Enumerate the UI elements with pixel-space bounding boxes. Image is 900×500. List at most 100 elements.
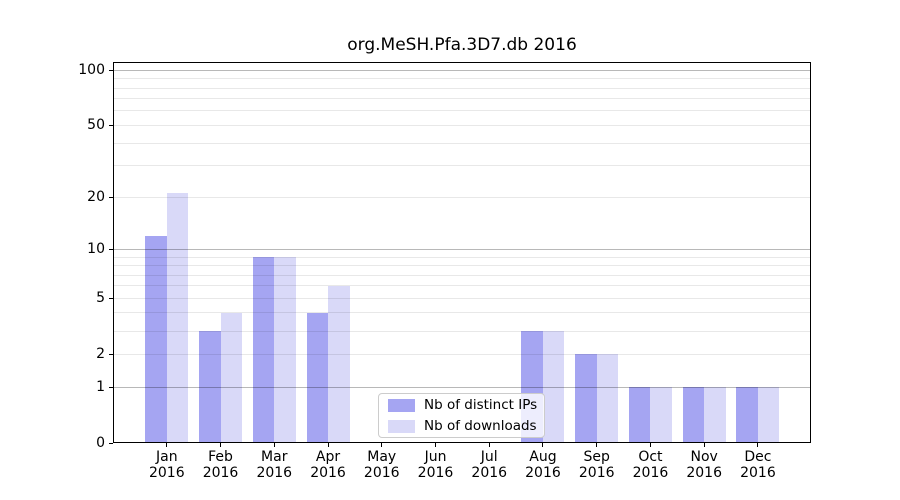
x-tick-label: Dec 2016 [718, 449, 798, 481]
legend-swatch-downloads [388, 419, 415, 433]
x-tick-month: Oct [638, 449, 663, 465]
x-tick-label: Aug 2016 [503, 449, 583, 481]
bar-distinct-ips-dec [736, 387, 758, 443]
x-tick-mark [166, 443, 168, 447]
bar-downloads-oct [650, 387, 672, 443]
gridline-minor [113, 297, 811, 299]
y-tick-label: 20 [87, 189, 105, 206]
bar-downloads-apr [328, 285, 350, 443]
gridline-minor [113, 330, 811, 332]
y-tick-label: 100 [78, 62, 105, 79]
y-tick-label: 50 [87, 117, 105, 134]
x-tick-mark [220, 443, 222, 447]
x-tick-year: 2016 [525, 465, 561, 481]
y-tick-mark [109, 124, 113, 126]
x-tick-year: 2016 [202, 465, 239, 481]
x-tick-year: 2016 [686, 465, 722, 481]
x-tick-month: Sep [583, 449, 610, 465]
bar-distinct-ips-sep [575, 354, 597, 443]
bar-downloads-feb [220, 312, 243, 443]
bar-downloads-sep [596, 354, 619, 443]
bar-distinct-ips-oct [628, 387, 651, 443]
x-tick-month: Feb [208, 449, 233, 465]
x-tick-year: 2016 [310, 465, 346, 481]
x-tick-mark [381, 443, 383, 447]
bar-distinct-ips-mar [252, 257, 275, 443]
bar-downloads-nov [704, 387, 726, 443]
gridline-minor [113, 87, 811, 89]
x-tick-month: Apr [315, 449, 341, 465]
y-tick-mark [109, 442, 113, 444]
y-tick-mark [109, 248, 113, 250]
x-tick-month: Jul [480, 449, 498, 465]
y-tick-mark [109, 353, 113, 355]
x-tick-mark [649, 443, 651, 447]
gridline-minor [113, 256, 811, 258]
x-tick-month: Nov [690, 449, 718, 465]
bar-downloads-jan [166, 193, 189, 443]
legend-label-distinct-ips: Nb of distinct IPs [424, 396, 538, 413]
x-tick-label: Apr 2016 [288, 449, 368, 481]
x-tick-label: Feb 2016 [181, 449, 261, 481]
gridline-minor [113, 98, 811, 100]
gridline-minor [113, 124, 811, 126]
gridline-minor [113, 274, 811, 276]
gridline-minor [113, 312, 811, 314]
gridline-major [113, 248, 811, 250]
x-tick-mark [596, 443, 598, 447]
legend-label-downloads: Nb of downloads [424, 417, 537, 434]
gridline-minor [113, 285, 811, 287]
x-tick-mark [703, 443, 705, 447]
x-tick-month: Mar [261, 449, 288, 465]
legend: Nb of distinct IPs Nb of downloads [378, 393, 545, 438]
x-tick-label: Jun 2016 [396, 449, 476, 481]
x-tick-label: Jul 2016 [449, 449, 529, 481]
x-tick-year: 2016 [256, 465, 293, 481]
gridline-minor [113, 142, 811, 144]
legend-item-distinct-ips: Nb of distinct IPs [388, 396, 538, 413]
legend-swatch-distinct-ips [388, 398, 415, 412]
x-tick-month: Dec [744, 449, 772, 465]
bar-downloads-dec [757, 387, 780, 443]
bar-distinct-ips-nov [682, 387, 705, 443]
x-tick-mark [757, 443, 759, 447]
x-tick-year: 2016 [578, 465, 615, 481]
legend-item-downloads: Nb of downloads [388, 417, 538, 434]
y-tick-label: 5 [96, 290, 105, 307]
y-tick-mark [109, 196, 113, 198]
y-tick-label: 2 [96, 346, 105, 363]
x-tick-year: 2016 [632, 465, 669, 481]
x-tick-label: Oct 2016 [610, 449, 690, 481]
x-tick-month: Jan [156, 449, 178, 465]
gridline-minor [113, 196, 811, 198]
x-tick-label: Mar 2016 [234, 449, 314, 481]
bar-distinct-ips-jan [145, 235, 167, 443]
x-tick-year: 2016 [148, 465, 185, 481]
gridline-minor [113, 110, 811, 112]
x-tick-year: 2016 [417, 465, 454, 481]
x-tick-mark [327, 443, 329, 447]
x-tick-mark [273, 443, 275, 447]
x-tick-year: 2016 [471, 465, 508, 481]
x-tick-label: Nov 2016 [664, 449, 744, 481]
x-tick-mark [542, 443, 544, 447]
gridline-minor [113, 353, 811, 355]
x-tick-month: Jun [424, 449, 447, 465]
bar-distinct-ips-apr [306, 312, 329, 443]
x-tick-mark [488, 443, 490, 447]
x-tick-label: Sep 2016 [557, 449, 637, 481]
y-tick-label: 0 [96, 435, 105, 451]
gridline-minor [113, 165, 811, 167]
bar-downloads-aug [542, 331, 565, 443]
x-tick-label: Jan 2016 [127, 449, 207, 481]
gridline-minor [113, 265, 811, 266]
gridline-major [113, 69, 811, 71]
y-tick-label: 1 [96, 379, 105, 395]
bar-downloads-mar [274, 257, 296, 443]
y-tick-mark [109, 297, 113, 299]
x-tick-label: May 2016 [342, 449, 422, 481]
x-tick-month: Aug [529, 449, 557, 465]
gridline-major [113, 386, 811, 388]
